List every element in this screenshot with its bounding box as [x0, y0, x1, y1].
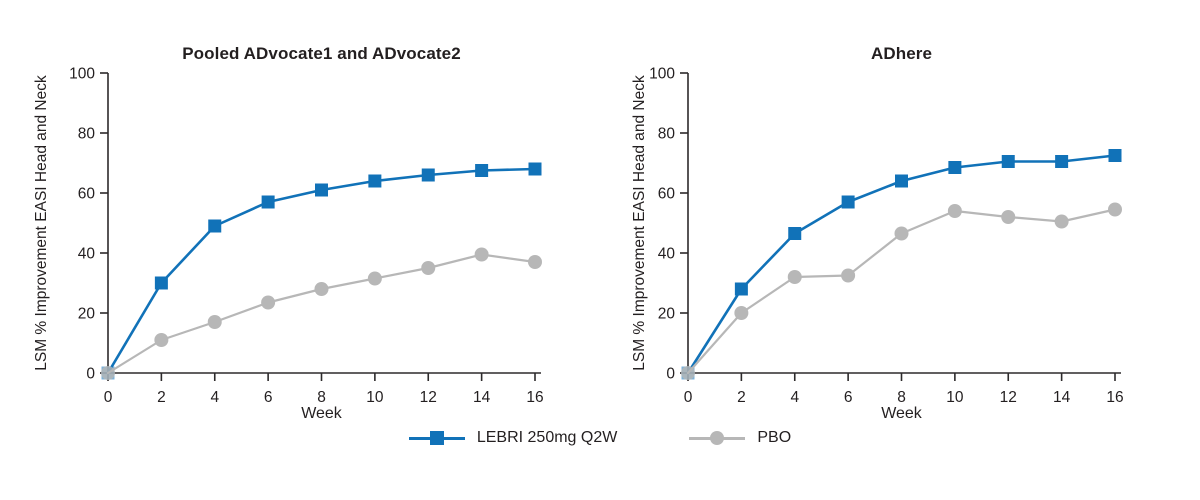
line-chart-pooled-advocate: 0 20 40 60 80 100 0 2 4 6 8 10 12 14 16: [69, 66, 544, 407]
x-axis-label-adhere: Week: [881, 405, 922, 422]
svg-text:14: 14: [1053, 389, 1071, 406]
svg-text:8: 8: [317, 389, 326, 406]
svg-text:0: 0: [104, 389, 113, 406]
legend-circle-marker-icon: [710, 431, 725, 445]
svg-text:60: 60: [78, 186, 96, 203]
svg-text:6: 6: [264, 389, 273, 406]
svg-text:2: 2: [157, 389, 166, 406]
svg-text:6: 6: [844, 389, 853, 406]
legend-label-pbo: PBO: [757, 429, 792, 446]
legend-item-lebri: LEBRI 250mg Q2W: [408, 429, 618, 447]
line-chart-adhere: 0 20 40 60 80 100 0 2 4 6 8 10 12 14 16: [649, 66, 1124, 407]
svg-text:12: 12: [420, 389, 437, 406]
svg-text:20: 20: [658, 306, 676, 323]
x-axis-label-pooled: Week: [301, 405, 342, 422]
svg-text:40: 40: [78, 246, 96, 263]
legend-label-lebri: LEBRI 250mg Q2W: [476, 429, 618, 446]
svg-text:40: 40: [658, 246, 676, 263]
svg-text:80: 80: [78, 126, 96, 143]
svg-text:16: 16: [1106, 389, 1123, 406]
svg-text:80: 80: [658, 126, 676, 143]
svg-text:8: 8: [897, 389, 906, 406]
chart-title-adhere: ADhere: [870, 44, 933, 63]
svg-text:4: 4: [210, 389, 219, 406]
svg-text:10: 10: [366, 389, 384, 406]
svg-text:0: 0: [86, 366, 95, 383]
svg-text:100: 100: [69, 66, 95, 83]
svg-text:2: 2: [737, 389, 746, 406]
svg-text:60: 60: [658, 186, 676, 203]
svg-text:100: 100: [649, 66, 675, 83]
svg-text:4: 4: [790, 389, 799, 406]
chart-title-pooled: Pooled ADvocate1 and ADvocate2: [182, 44, 461, 63]
svg-text:0: 0: [666, 366, 675, 383]
legend-square-marker-icon: [429, 431, 444, 445]
svg-text:16: 16: [526, 389, 543, 406]
legend-item-pbo: PBO: [689, 429, 791, 447]
svg-text:10: 10: [946, 389, 964, 406]
svg-text:12: 12: [1000, 389, 1017, 406]
legend: LEBRI 250mg Q2W PBO: [0, 429, 1200, 447]
svg-text:0: 0: [684, 389, 693, 406]
svg-text:20: 20: [78, 306, 96, 323]
chart-panel-adhere: ADhere LSM % Improvement EASI Head and N…: [600, 0, 1200, 460]
svg-text:14: 14: [473, 389, 491, 406]
chart-panel-pooled-advocate: Pooled ADvocate1 and ADvocate2 LSM % Imp…: [0, 0, 600, 460]
